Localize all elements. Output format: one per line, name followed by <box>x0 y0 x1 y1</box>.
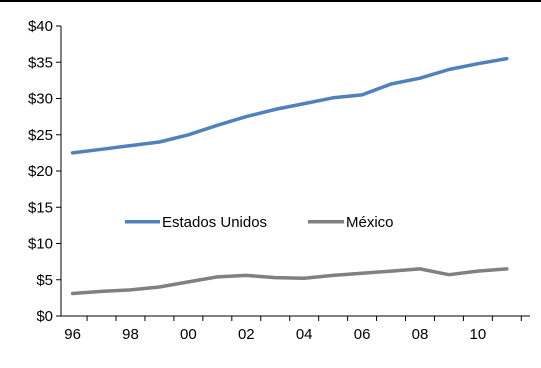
legend: Estados Unidos México <box>125 214 394 231</box>
y-tick-label: $35 <box>28 54 53 71</box>
x-tick-label: 04 <box>296 326 313 343</box>
y-tick-label: $15 <box>28 199 53 216</box>
y-tick-label: $20 <box>28 163 53 180</box>
y-tick-label: $40 <box>28 18 53 35</box>
y-tick-label: $25 <box>28 127 53 144</box>
x-axis-ticks: 96 98 00 02 04 06 08 10 <box>64 316 522 343</box>
legend-label-0: Estados Unidos <box>162 214 267 231</box>
x-tick-label: 00 <box>180 326 197 343</box>
y-axis-ticks: $0 $5 $10 $15 $20 $25 $30 $35 $40 <box>28 18 61 325</box>
y-tick-label: $5 <box>36 272 53 289</box>
x-tick-label: 98 <box>122 326 139 343</box>
y-tick-label: $10 <box>28 236 53 253</box>
x-tick-label: 06 <box>354 326 371 343</box>
x-tick-label: 96 <box>64 326 81 343</box>
y-tick-label: $30 <box>28 91 53 108</box>
legend-label-1: México <box>346 214 394 231</box>
series-lines <box>70 56 509 296</box>
x-tick-label: 08 <box>412 326 429 343</box>
x-tick-label: 10 <box>470 326 487 343</box>
series-line-0 <box>70 56 509 155</box>
y-tick-label: $0 <box>36 308 53 325</box>
x-tick-label: 02 <box>238 326 255 343</box>
top-rule <box>0 0 541 2</box>
series-line-1 <box>70 267 509 296</box>
